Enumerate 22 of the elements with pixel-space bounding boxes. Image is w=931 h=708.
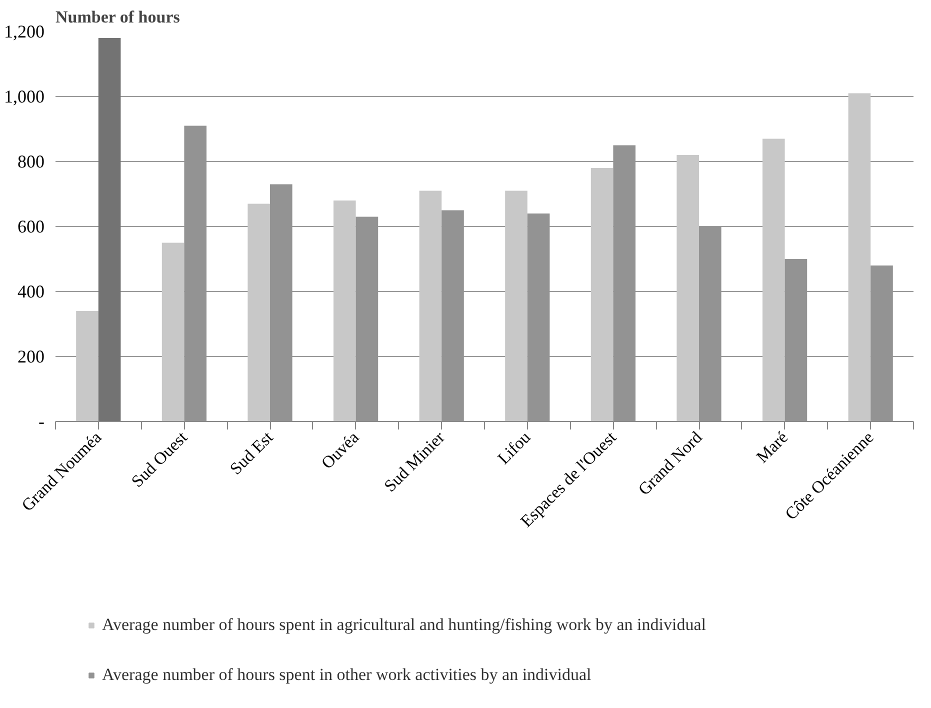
y-tick-label: 400 xyxy=(18,282,44,302)
y-tick-label: 800 xyxy=(18,152,44,172)
bar xyxy=(590,168,614,422)
y-tick-label: 200 xyxy=(18,346,44,366)
bar xyxy=(676,155,699,422)
bar xyxy=(762,138,785,422)
bar xyxy=(98,38,121,422)
bar xyxy=(248,204,270,422)
legend-label: Average number of hours spent in other work activities by an individual xyxy=(102,665,592,685)
y-axis-title: Number of hours xyxy=(56,8,180,26)
y-tick-label: 1,000 xyxy=(4,86,44,106)
y-tick-label: 600 xyxy=(18,216,44,236)
bar xyxy=(505,190,528,422)
bar xyxy=(333,200,356,422)
bar xyxy=(848,93,871,422)
bar xyxy=(419,190,442,422)
bar xyxy=(162,242,184,422)
x-tick-label: Sud Est xyxy=(226,428,277,478)
y-tick-label: - xyxy=(38,412,45,432)
bar xyxy=(76,311,98,422)
legend-label: Average number of hours spent in agricultural and hunting/fishing work by an individual xyxy=(102,615,706,635)
y-tick-label: 1,200 xyxy=(4,22,44,42)
